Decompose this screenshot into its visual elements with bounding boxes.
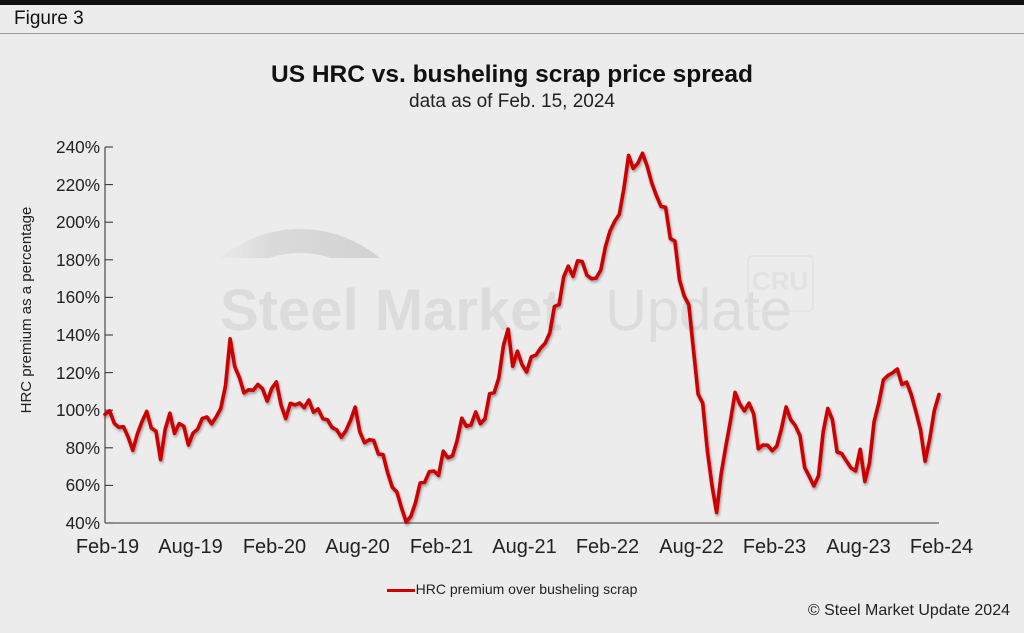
svg-text:CRU: CRU — [752, 266, 808, 296]
svg-text:Steel Market: Steel Market — [220, 278, 562, 343]
